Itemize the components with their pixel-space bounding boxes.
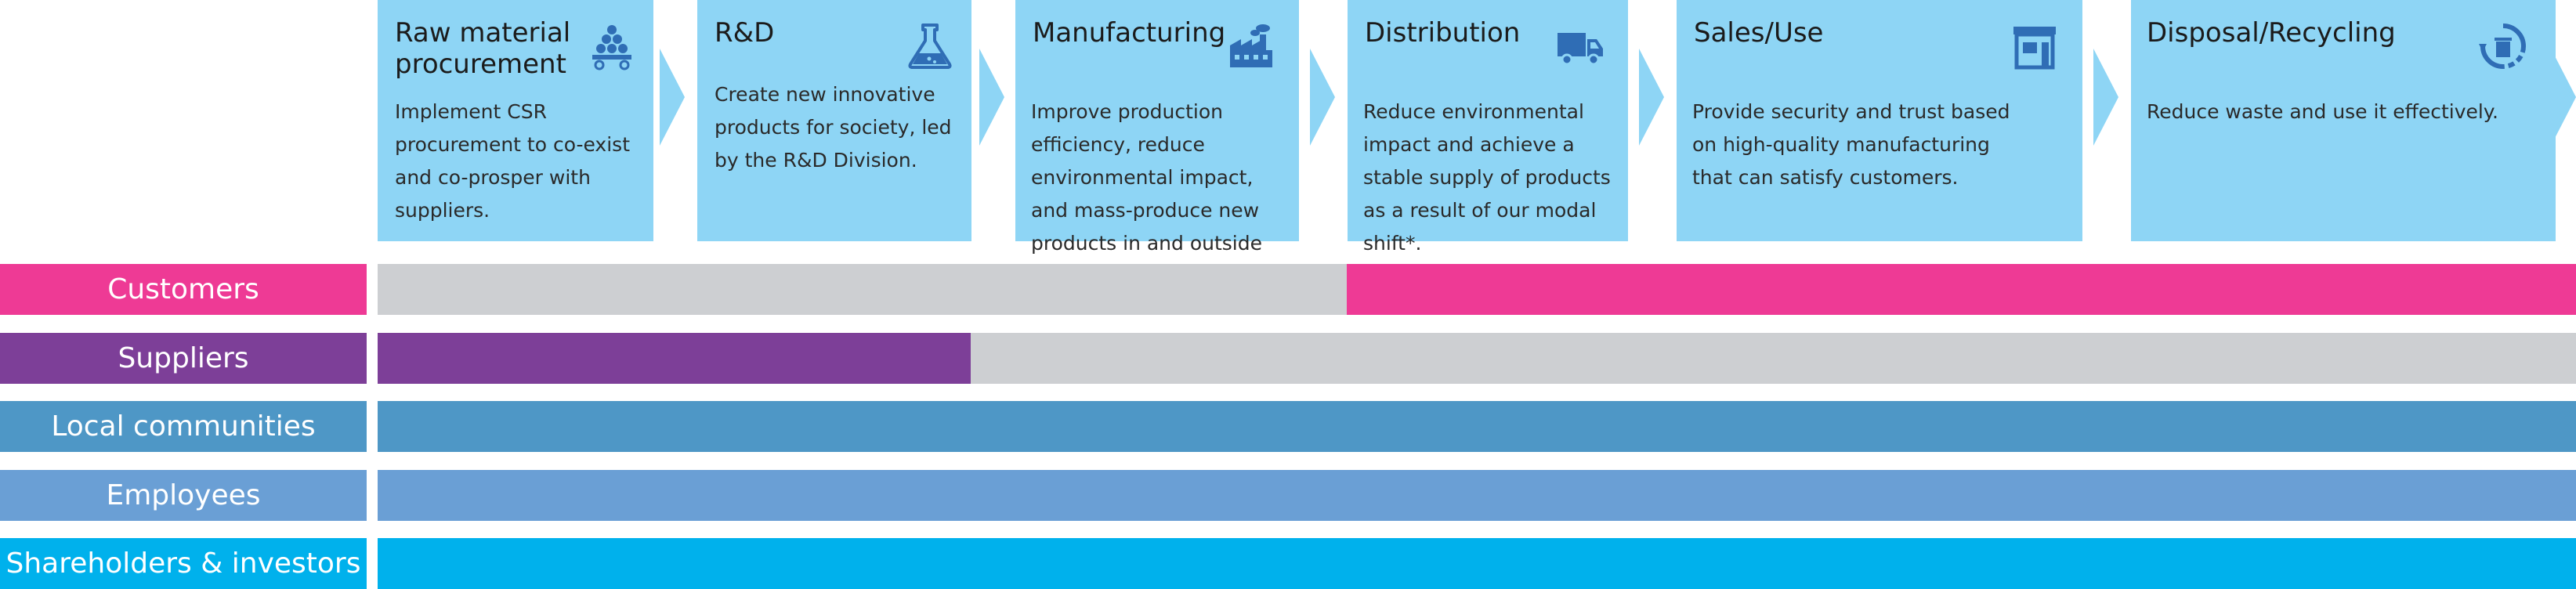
- recycle-bin-icon: [2479, 23, 2526, 69]
- stakeholder-bar-local-communities: [378, 401, 2576, 452]
- stage-title: R&D: [715, 17, 775, 49]
- stage-description: Implement CSR procurement to co-exist an…: [395, 100, 630, 222]
- stakeholder-bar-customers: [378, 264, 2576, 315]
- flow-arrow: [660, 49, 685, 146]
- procurement-cart-icon: [592, 25, 631, 70]
- stage-description: Reduce waste and use it effectively.: [2147, 100, 2498, 123]
- flow-arrow: [979, 49, 1004, 146]
- flow-arrow: [1639, 49, 1664, 146]
- stage-disposal-recycling: Disposal/Recycling Reduce waste and use …: [2131, 0, 2556, 241]
- active-segment: [1347, 264, 2576, 315]
- store-icon: [2013, 27, 2056, 70]
- stage-description: Reduce environmental impact and achieve …: [1363, 100, 1611, 255]
- flow-arrow: [1310, 49, 1335, 146]
- truck-icon: [1558, 33, 1603, 66]
- stakeholder-label-employees: Employees: [0, 470, 367, 521]
- active-segment: [378, 333, 971, 384]
- stage-title: Manufacturing: [1033, 17, 1226, 49]
- flask-icon: [908, 23, 952, 69]
- stage-title: Disposal/Recycling: [2147, 17, 2396, 49]
- flow-arrow: [2551, 49, 2576, 146]
- stage-sales-use: Sales/Use Provide security and trust bas…: [1677, 0, 2082, 241]
- stakeholder-label-suppliers: Suppliers: [0, 333, 367, 384]
- stakeholder-bar-shareholders-investors: [378, 538, 2576, 589]
- stage-manufacturing: Manufacturing Improve production efficie…: [1015, 0, 1299, 287]
- stage-title: Sales/Use: [1694, 17, 1824, 49]
- stage-distribution: Distribution Reduce environmental impact…: [1348, 0, 1628, 255]
- stage-raw-material-procurement: Raw material procurement Implement CSR p…: [378, 0, 653, 241]
- flow-arrow: [2093, 49, 2118, 146]
- stage-title: Raw material procurement: [395, 17, 571, 80]
- stakeholder-label-shareholders-investors: Shareholders & investors: [0, 538, 367, 589]
- inactive-segment: [971, 333, 2576, 384]
- stakeholder-bar-employees: [378, 470, 2576, 521]
- stakeholder-label-customers: Customers: [0, 264, 367, 315]
- stakeholder-label-local-communities: Local communities: [0, 401, 367, 452]
- stakeholder-bar-suppliers: [378, 333, 2576, 384]
- stage-rd: R&D Create new innovative products for s…: [697, 0, 971, 241]
- inactive-segment: [378, 264, 1347, 315]
- factory-icon: [1230, 24, 1272, 67]
- stage-description: Create new innovative products for socie…: [715, 83, 952, 172]
- stage-description: Provide security and trust based on high…: [1692, 100, 2010, 189]
- stage-title: Distribution: [1365, 17, 1521, 49]
